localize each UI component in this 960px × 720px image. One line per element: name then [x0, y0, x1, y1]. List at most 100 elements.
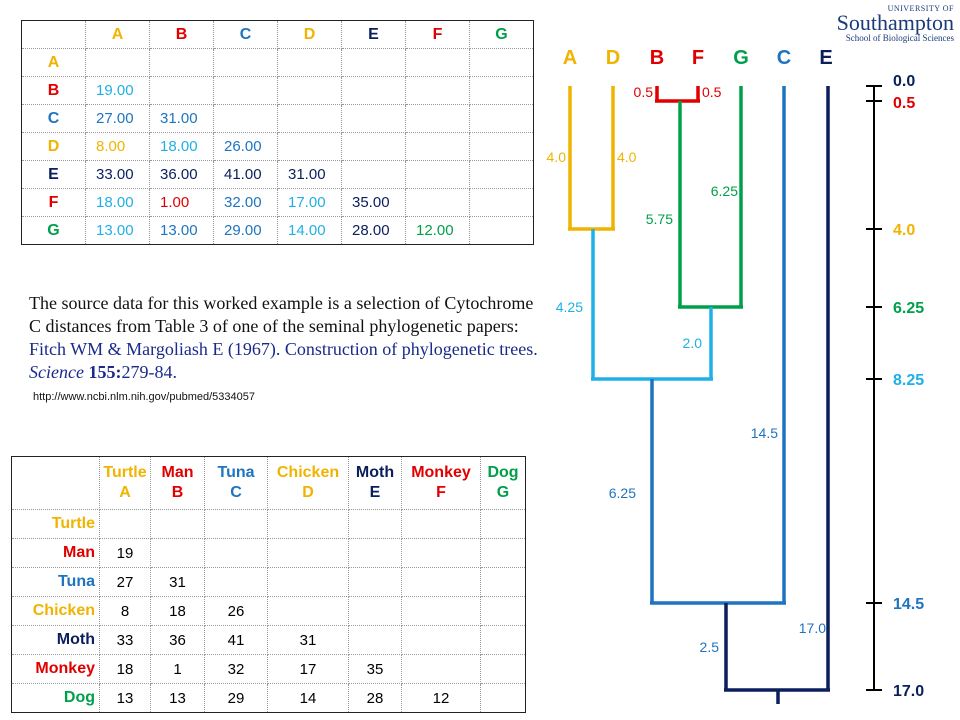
distance-matrix-letters: A B C D E F G A B 19.00 C 27.00 31.00 D 8.00 18.00 26.00…: [21, 20, 534, 245]
scale-label: 0.0: [893, 73, 915, 90]
matrix-cell: 13.00: [85, 216, 150, 245]
leaf-label-C: C: [777, 47, 791, 69]
species-col-header: Dog G: [480, 456, 526, 510]
species-cell: [480, 509, 526, 539]
university-logo: UNIVERSITY OF Southampton School of Biol…: [837, 4, 954, 43]
species-cell: [480, 538, 526, 568]
citation-journal: Science: [29, 362, 84, 382]
species-col-header: Tuna C: [204, 456, 268, 510]
species-col-header: Turtle A: [99, 456, 151, 510]
species-cell: [204, 509, 268, 539]
citation-plain: Fitch WM & Margoliash E (1967). Construc…: [29, 339, 538, 359]
species-row-header: Monkey: [11, 654, 100, 684]
citation-pages: 279-84.: [121, 362, 177, 382]
species-name: Moth: [355, 464, 395, 481]
source-description: The source data for this worked example …: [29, 292, 549, 384]
branch-label-ADFG-to-node: 6.25: [609, 485, 636, 501]
species-name: Man: [161, 464, 194, 481]
species-cell: 12: [401, 683, 481, 713]
species-row-header: Dog: [11, 683, 100, 713]
species-name: Tuna: [217, 464, 255, 481]
species-cell: [401, 654, 481, 684]
species-cell: 36: [150, 625, 205, 655]
species-cell: 13: [150, 683, 205, 713]
species-cell: 13: [99, 683, 151, 713]
scale-label: 8.25: [893, 372, 924, 389]
distance-matrix-species: Turtle A Man B Tuna C Chicken D Moth E Monkey F Dog G…: [11, 456, 526, 713]
logo-line-2: Southampton: [836, 10, 954, 35]
species-cell: 33: [99, 625, 151, 655]
matrix-cell: [149, 48, 214, 77]
species-name: Dog: [487, 464, 519, 481]
matrix-cell: 1.00: [149, 188, 214, 217]
scale-label: 4.0: [893, 222, 915, 239]
matrix-col-header: A: [85, 20, 150, 49]
matrix-cell: [149, 76, 214, 105]
matrix-cell: [341, 104, 406, 133]
species-letter: F: [436, 484, 446, 501]
leaf-label-B: B: [650, 47, 664, 69]
logo-line-3: School of Biological Sciences: [845, 33, 954, 43]
matrix-cell: [213, 104, 278, 133]
matrix-cell: 13.00: [149, 216, 214, 245]
matrix-cell: 35.00: [341, 188, 406, 217]
branch-label-D: 4.0: [617, 149, 637, 165]
scale-label: 6.25: [893, 300, 924, 317]
matrix-cell: 31.00: [149, 104, 214, 133]
matrix-row-header: E: [21, 160, 86, 189]
matrix-col-header: E: [341, 20, 406, 49]
species-cell: [401, 625, 481, 655]
branch-label-G: 6.25: [711, 183, 738, 199]
species-cell: [480, 683, 526, 713]
species-cell: [348, 596, 402, 626]
matrix-cell: 12.00: [405, 216, 470, 245]
branch-label-FG-to-node: 2.0: [683, 335, 703, 351]
species-letter: E: [369, 484, 381, 501]
logo-line-1: UNIVERSITY OF: [887, 4, 954, 13]
species-row-header: Turtle: [11, 509, 100, 539]
species-col-header: Chicken D: [267, 456, 349, 510]
matrix-cell: [469, 48, 534, 77]
species-cell: 14: [267, 683, 349, 713]
species-cell: 28: [348, 683, 402, 713]
species-letter: A: [119, 484, 131, 501]
species-row-header: Chicken: [11, 596, 100, 626]
species-cell: [401, 538, 481, 568]
species-cell: [204, 567, 268, 597]
scale-label: 17.0: [893, 683, 924, 700]
leaf-label-F: F: [692, 47, 704, 69]
species-name: Chicken: [276, 464, 340, 481]
leaf-label-D: D: [606, 47, 620, 69]
leaf-label-E: E: [819, 47, 832, 69]
scale-label: 0.5: [893, 95, 915, 112]
species-cell: 8: [99, 596, 151, 626]
matrix-cell: 28.00: [341, 216, 406, 245]
citation-volume: 155:: [88, 362, 122, 382]
branch-label-A: 4.0: [547, 149, 567, 165]
matrix-cell: [341, 76, 406, 105]
branch-label-to-root: 2.5: [700, 639, 720, 655]
matrix-cell: [469, 76, 534, 105]
description-text: The source data for this worked example …: [29, 293, 534, 336]
matrix-cell: [469, 216, 534, 245]
species-letter: D: [302, 484, 314, 501]
matrix-cell: [277, 76, 342, 105]
matrix-cell: [405, 104, 470, 133]
species-row-header: Tuna: [11, 567, 100, 597]
species-cell: 32: [204, 654, 268, 684]
species-row-header: Man: [11, 538, 100, 568]
matrix-row-header: A: [21, 48, 86, 77]
branch-label-AD-to-node: 4.25: [556, 299, 583, 315]
branch-label-C: 14.5: [751, 425, 778, 441]
branch-label-E: 17.0: [799, 620, 826, 636]
matrix-col-header: G: [469, 20, 534, 49]
species-cell: [150, 538, 205, 568]
matrix-cell: [469, 160, 534, 189]
matrix-cell: 29.00: [213, 216, 278, 245]
matrix-cell: 8.00: [85, 132, 150, 161]
leaf-label-G: G: [733, 47, 749, 69]
matrix-cell: [469, 132, 534, 161]
pubmed-url: http://www.ncbi.nlm.nih.gov/pubmed/53340…: [33, 391, 255, 403]
species-cell: [204, 538, 268, 568]
matrix-cell: 14.00: [277, 216, 342, 245]
